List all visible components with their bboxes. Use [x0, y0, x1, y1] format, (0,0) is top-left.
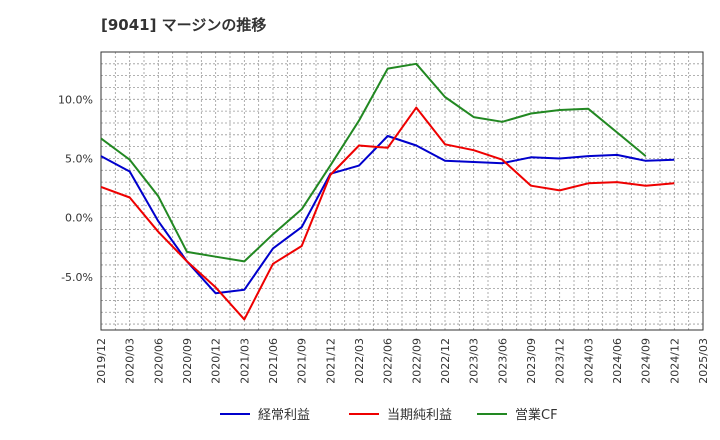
x-tick-label: 2023/06	[496, 338, 509, 384]
y-tick-label: 0.0%	[65, 212, 93, 225]
x-tick-label: 2019/12	[95, 338, 108, 384]
y-tick-label: 10.0%	[58, 93, 93, 106]
legend-label-1: 経常利益	[258, 408, 310, 423]
x-tick-label: 2024/06	[611, 338, 624, 384]
y-axis: 10.0% 5.0% 0.0% -5.0%	[58, 93, 93, 283]
x-tick-label: 2022/12	[439, 338, 452, 384]
series-line-3	[100, 62, 647, 263]
x-tick-label: 2024/12	[668, 338, 681, 384]
legend-label-2: 当期純利益	[387, 408, 452, 423]
x-tick-label: 2021/12	[324, 338, 337, 384]
x-tick-label: 2020/03	[124, 338, 137, 384]
series-layer	[100, 62, 675, 321]
x-tick-label: 2022/06	[382, 338, 395, 384]
y-tick-label: -5.0%	[61, 271, 93, 284]
legend-label-3: 営業CF	[515, 407, 558, 423]
x-tick-label: 2021/06	[267, 338, 280, 384]
x-tick-label: 2020/06	[152, 338, 165, 384]
x-tick-label: 2020/12	[210, 338, 223, 384]
x-tick-label: 2021/03	[238, 338, 251, 384]
legend: 経常利益 当期純利益 営業CF	[220, 407, 558, 423]
series-line-1	[100, 135, 675, 295]
x-tick-label: 2024/09	[640, 338, 653, 384]
y-tick-label: 5.0%	[65, 152, 93, 165]
x-axis: 2019/12 2020/03 2020/06 2020/09 2020/12 2021/…	[95, 338, 710, 384]
grid-layer	[101, 51, 703, 330]
x-tick-label: 2023/09	[525, 338, 538, 384]
x-tick-label: 2022/09	[410, 338, 423, 384]
x-tick-label: 2022/03	[353, 338, 366, 384]
x-tick-label: 2025/03	[697, 338, 710, 384]
x-tick-label: 2023/12	[554, 338, 567, 384]
series-line-2	[100, 106, 675, 321]
x-tick-label: 2023/03	[468, 338, 481, 384]
x-tick-label: 2024/03	[582, 338, 595, 384]
x-tick-label: 2020/09	[181, 338, 194, 384]
x-tick-label: 2021/09	[296, 338, 309, 384]
plot-frame	[100, 51, 704, 331]
chart-title: [9041] マージンの推移	[101, 16, 267, 34]
